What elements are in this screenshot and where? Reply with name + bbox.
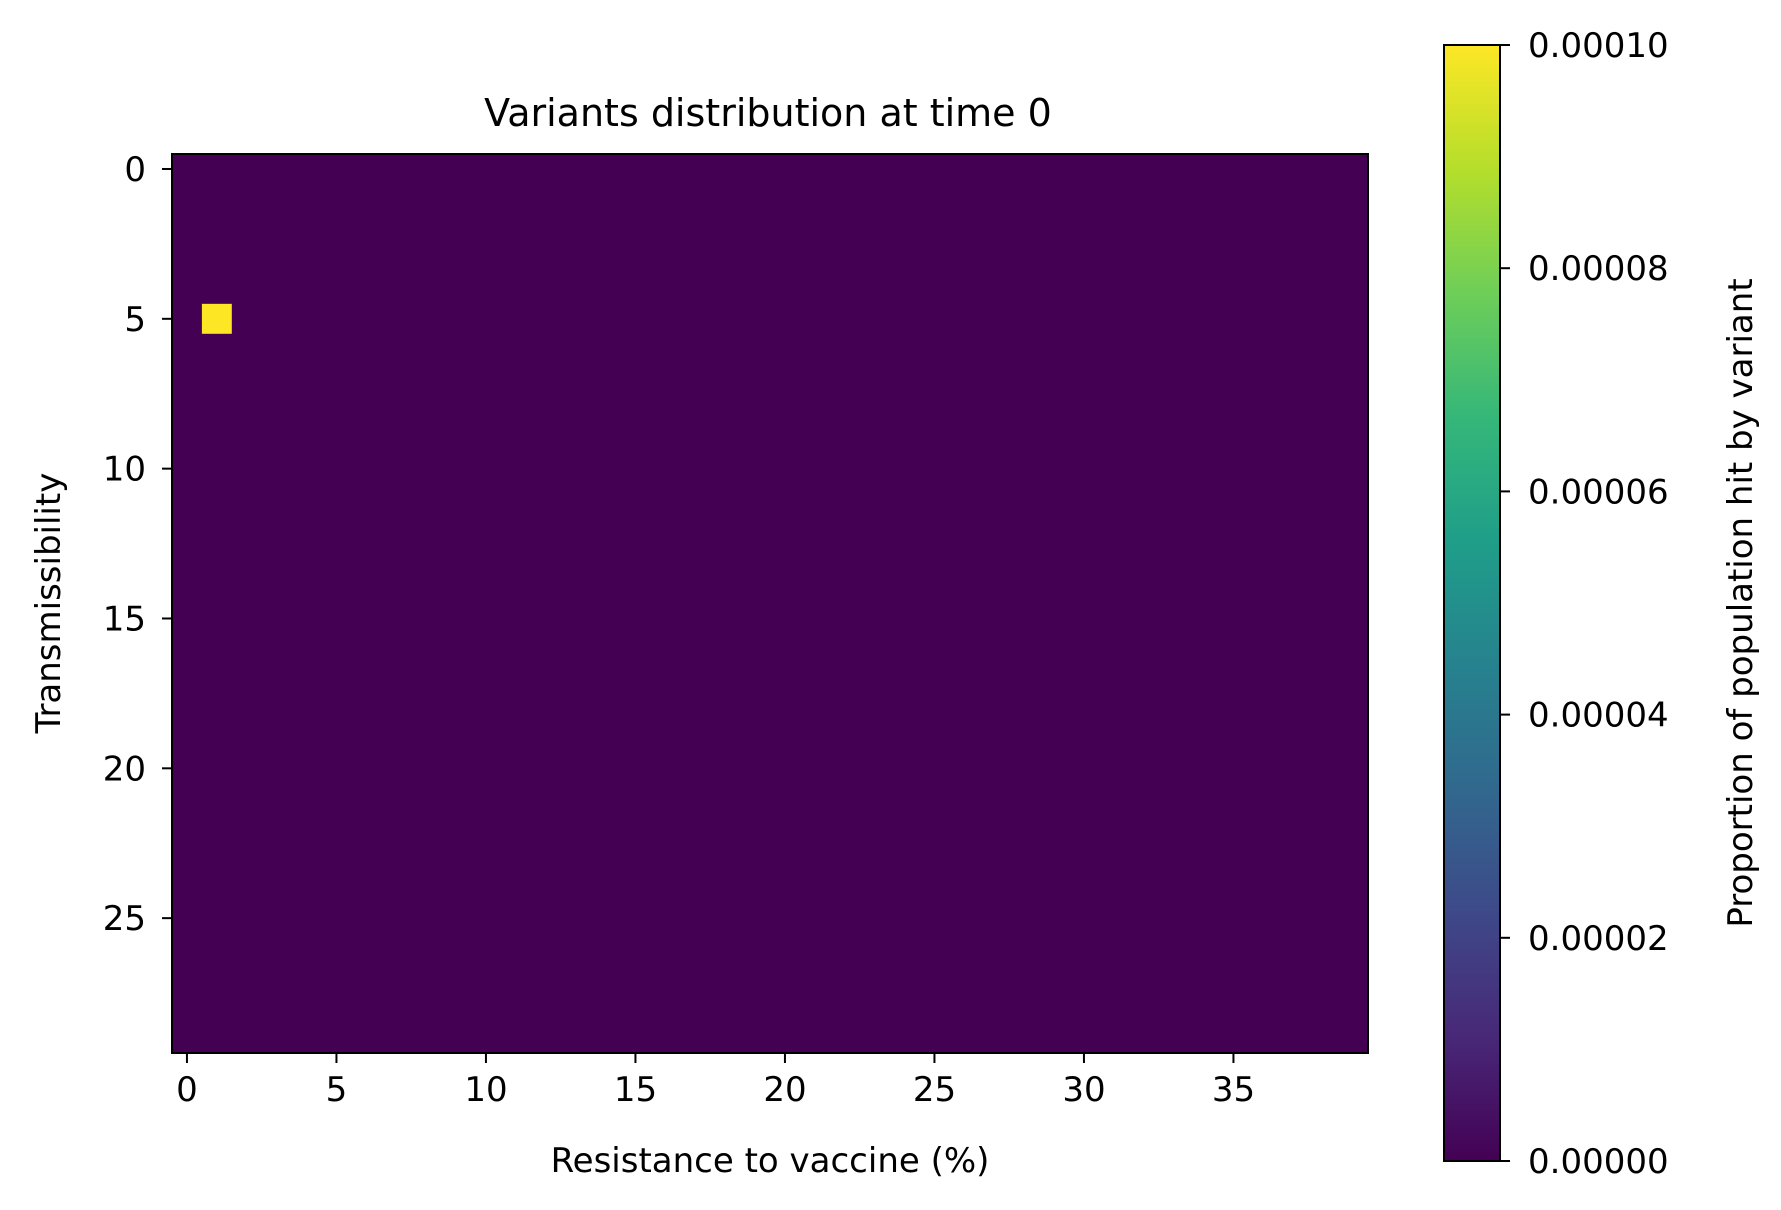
- heatmap-background: [172, 154, 1368, 1053]
- y-tick-label: 20: [103, 749, 146, 789]
- heatmap: [172, 154, 1368, 1053]
- x-tick-label: 20: [763, 1070, 806, 1110]
- colorbar-tick-label: 0.00004: [1528, 696, 1669, 736]
- x-axis-label: Resistance to vaccine (%): [551, 1141, 990, 1181]
- y-tick-label: 15: [103, 599, 146, 639]
- y-axis: 0 5 10 15 20 25: [103, 150, 172, 939]
- colorbar-tick-label: 0.00000: [1528, 1142, 1669, 1182]
- y-tick-label: 10: [103, 450, 146, 490]
- x-tick-label: 15: [614, 1070, 657, 1110]
- colorbar: [1443, 44, 1501, 1162]
- x-tick-label: 35: [1212, 1070, 1255, 1110]
- y-tick-label: 25: [103, 899, 146, 939]
- x-tick-label: 10: [464, 1070, 507, 1110]
- x-tick-label: 5: [326, 1070, 348, 1110]
- y-tick-label: 0: [124, 150, 146, 190]
- x-tick-label: 30: [1062, 1070, 1105, 1110]
- x-tick-label: 25: [913, 1070, 956, 1110]
- colorbar-tick-label: 0.00008: [1528, 249, 1669, 289]
- y-tick-label: 5: [124, 300, 146, 340]
- colorbar-tick-label: 0.00006: [1528, 472, 1669, 512]
- x-axis: 0 5 10 15 20 25 30 35: [176, 1053, 1255, 1110]
- colorbar-ticks: 0.00000 0.00002 0.00004 0.00006 0.00008 0.000…: [1500, 26, 1669, 1182]
- chart-title: Variants distribution at time 0: [484, 91, 1052, 135]
- x-tick-label: 0: [176, 1070, 198, 1110]
- colorbar-tick-label: 0.00002: [1528, 919, 1669, 959]
- colorbar-label: Proportion of population hit by variant: [1721, 278, 1761, 927]
- heatmap-cell: [201, 303, 232, 334]
- colorbar-tick-label: 0.00010: [1528, 26, 1669, 66]
- plot-frame: [171, 153, 1369, 1054]
- y-axis-label: Transmissibility: [29, 473, 69, 735]
